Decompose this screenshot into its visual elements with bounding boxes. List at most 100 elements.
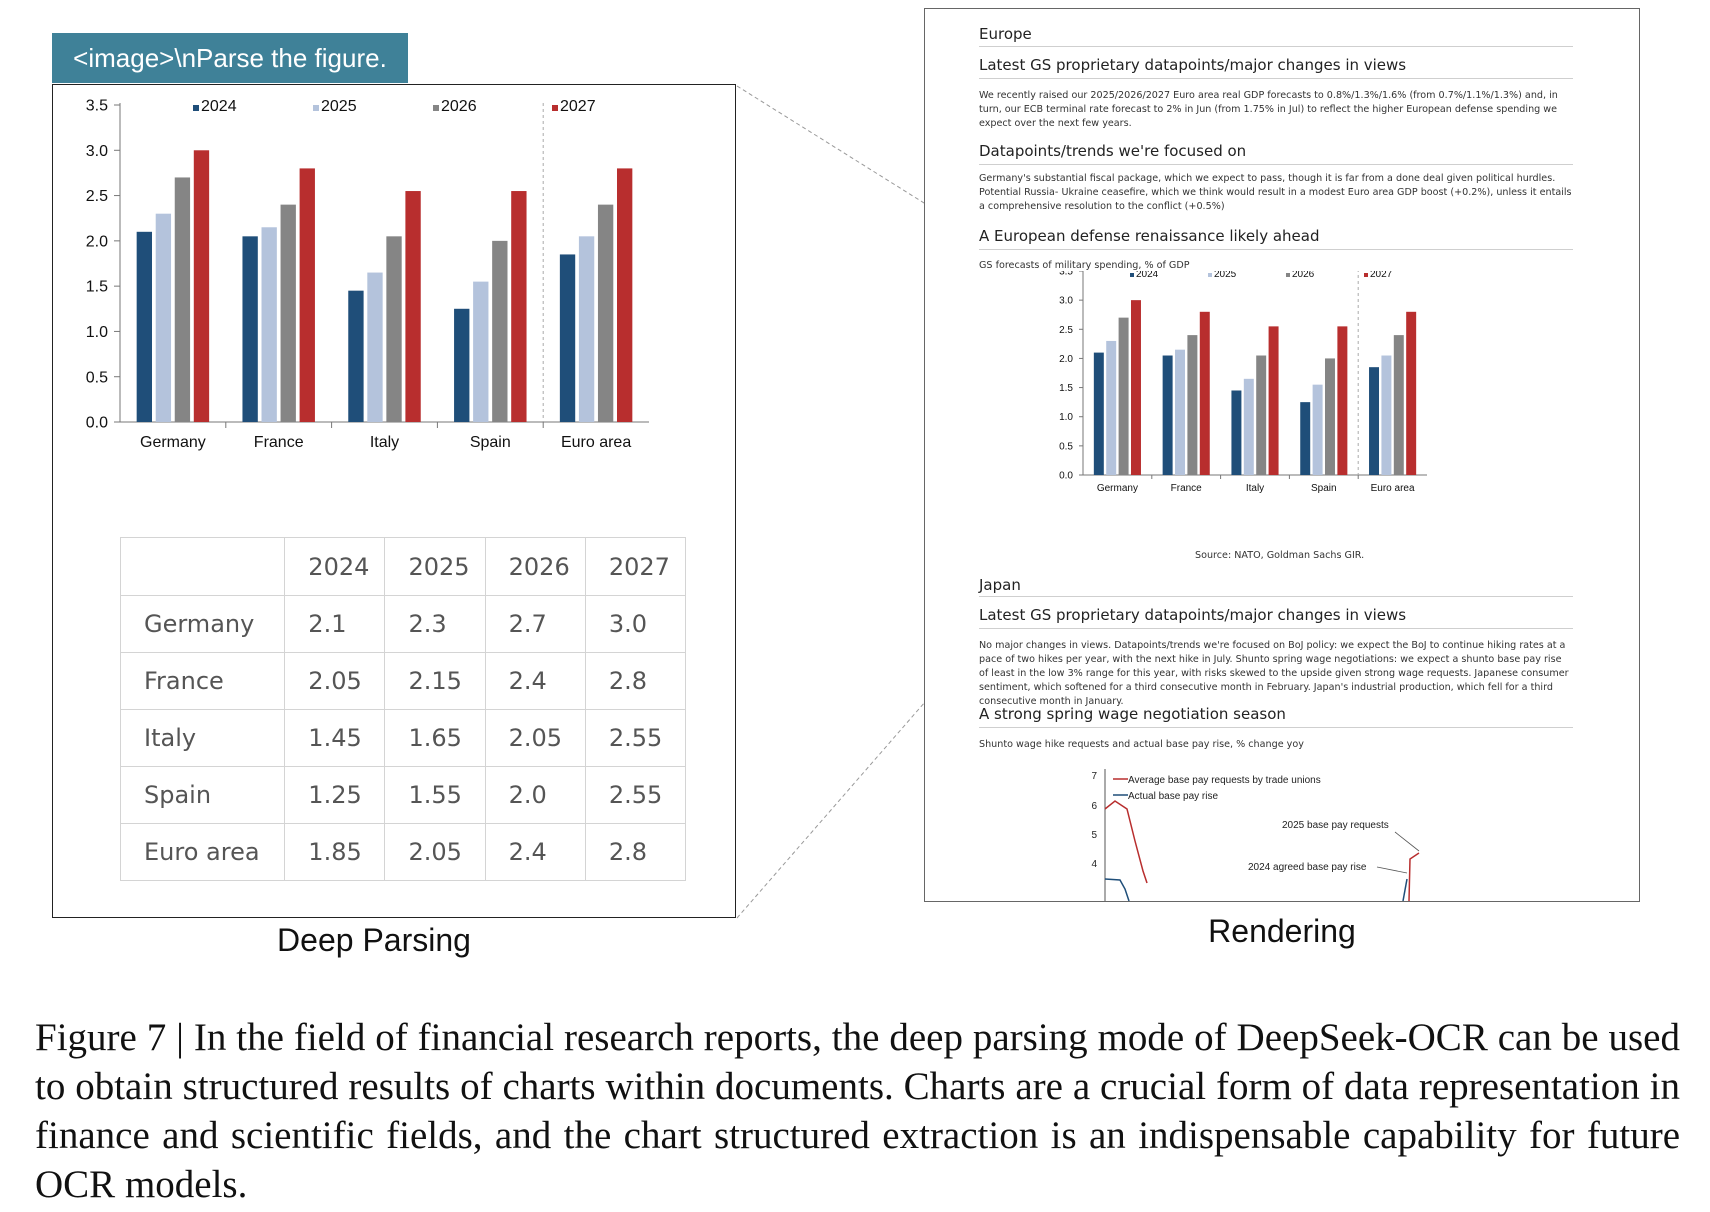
x-tick-label: France	[254, 434, 304, 451]
series-line-requests-tail	[1408, 852, 1420, 901]
annotation-leader	[1394, 831, 1420, 852]
y-tick-label: 1.0	[1059, 412, 1073, 423]
table-cell: 2.8	[584, 652, 687, 710]
table-cell: 2.05	[284, 652, 386, 710]
y-tick-label: 0.0	[86, 415, 108, 432]
y-tick-label: 4	[1091, 859, 1097, 870]
x-tick-label: Euro area	[1371, 483, 1415, 494]
series-line-actual-tail	[1402, 878, 1408, 901]
bar-2025	[1312, 384, 1323, 475]
bar-2025	[1175, 349, 1185, 475]
table-header-cell	[119, 537, 286, 596]
bar-2024	[136, 231, 153, 422]
rendering-panel: Europe Latest GS proprietary datapoints/…	[924, 8, 1640, 902]
series-line-requests	[1104, 800, 1148, 884]
y-tick-label: 2.0	[86, 233, 108, 250]
bar-2024	[242, 236, 258, 422]
legend-swatch	[433, 105, 439, 111]
table-cell: 1.65	[384, 709, 486, 767]
series-line-actual	[1104, 878, 1130, 901]
europe-paragraph: We recently raised our 2025/2026/2027 Eu…	[979, 90, 1558, 129]
bar-2026	[386, 236, 402, 422]
rendering-label: Rendering	[1208, 913, 1356, 949]
table-row: Germany 2.1 2.3 2.7 3.0	[119, 595, 687, 653]
europe-heading: Latest GS proprietary datapoints/major c…	[979, 56, 1573, 79]
legend-swatch	[1130, 273, 1134, 277]
divider	[979, 46, 1573, 47]
legend-swatch	[552, 105, 558, 111]
table-cell: 2.55	[584, 766, 687, 824]
bar-2024	[454, 308, 470, 422]
legend-swatch	[1364, 273, 1368, 277]
table-cell: 2.7	[484, 595, 586, 653]
bar-2027	[1406, 311, 1417, 475]
y-tick-label: 1.5	[86, 279, 108, 296]
chart-source: Source: NATO, Goldman Sachs GIR.	[1195, 550, 1365, 561]
table-cell: 2.3	[384, 595, 486, 653]
prompt-label: <image>\nParse the figure.	[52, 33, 408, 83]
legend-label: 2025	[1214, 271, 1237, 280]
bar-2025	[367, 272, 383, 422]
figure-caption: Figure 7 | In the field of financial res…	[35, 1016, 1680, 1206]
legend-swatch	[1208, 273, 1212, 277]
table-cell: 1.25	[284, 766, 386, 824]
deep-parsing-panel: 0.0 0.5 1.0 1.5 2.0 2.5 3.0 3.5 Germany France Ita…	[52, 84, 736, 918]
legend-label: Average base pay requests by trade union…	[1128, 775, 1321, 786]
table-header-cell: 2026	[484, 537, 586, 596]
bar-2026	[1118, 317, 1129, 475]
y-tick-label: 0.0	[1059, 471, 1073, 482]
legend-label: 2025	[321, 98, 357, 115]
y-tick-label: 3.5	[1059, 271, 1073, 278]
legend-swatch	[313, 105, 319, 111]
legend-label: 2027	[560, 98, 596, 115]
bar-2027	[1199, 311, 1210, 475]
table-header-cell: 2025	[384, 537, 486, 596]
legend-label: 2026	[441, 98, 477, 115]
table-header-row: 2024 2025 2026 2027	[119, 537, 687, 596]
table-cell: 2.1	[284, 595, 386, 653]
y-tick-label: 1.5	[1059, 383, 1073, 394]
y-tick-label: 5	[1091, 830, 1097, 841]
x-tick-label: Spain	[470, 434, 511, 451]
table-header-cell: 2027	[584, 537, 687, 596]
deep-parsing-label: Deep Parsing	[277, 922, 471, 958]
y-tick-label: 7	[1091, 771, 1097, 782]
bar-2027	[616, 168, 633, 422]
bar-2027	[299, 168, 315, 422]
bar-2027	[511, 191, 527, 422]
table-cell: 2.05	[384, 823, 486, 881]
y-tick-label: 3.5	[86, 98, 108, 115]
table-cell: Germany	[119, 595, 286, 653]
y-tick-label: 0.5	[1059, 441, 1073, 452]
left-bar-chart: 0.0 0.5 1.0 1.5 2.0 2.5 3.0 3.5 Germany France Ita…	[86, 98, 649, 451]
table-cell: 1.45	[284, 709, 386, 767]
bar-2024	[1162, 355, 1173, 475]
x-tick-label: Germany	[1097, 483, 1138, 494]
table-cell: Spain	[119, 766, 286, 824]
y-tick-label: 3.0	[86, 143, 108, 160]
x-tick-label: Euro area	[561, 434, 631, 451]
bar-2025	[261, 227, 277, 422]
bar-2025	[1106, 340, 1117, 475]
x-tick-label: Germany	[140, 434, 206, 451]
y-tick-label: 2.5	[1059, 325, 1073, 336]
bar-2024	[348, 290, 364, 422]
bar-2024	[559, 254, 576, 422]
wage-heading: A strong spring wage negotiation season	[979, 705, 1573, 728]
bar-2026	[1393, 335, 1404, 475]
table-cell: 2.4	[484, 652, 586, 710]
bar-2024	[1093, 352, 1104, 475]
table-cell: France	[119, 652, 286, 710]
bar-2025	[1381, 355, 1392, 475]
bar-2026	[492, 240, 508, 422]
parsed-table: 2024 2025 2026 2027 Germany 2.1 2.3 2.7 …	[119, 537, 687, 881]
x-tick-label: Italy	[1246, 483, 1264, 494]
right-bar-chart: 0.0 0.5 1.0 1.5 2.0 2.5 3.0 3.5 Germany France Ita…	[1059, 271, 1427, 494]
bar-2027	[193, 150, 210, 422]
defense-heading: A European defense renaissance likely ah…	[979, 227, 1573, 250]
legend-label: 2024	[1136, 271, 1159, 280]
x-tick-label: Spain	[1311, 483, 1337, 494]
table-cell: 2.15	[384, 652, 486, 710]
table-cell: 3.0	[584, 595, 687, 653]
legend-label: 2027	[1370, 271, 1393, 280]
